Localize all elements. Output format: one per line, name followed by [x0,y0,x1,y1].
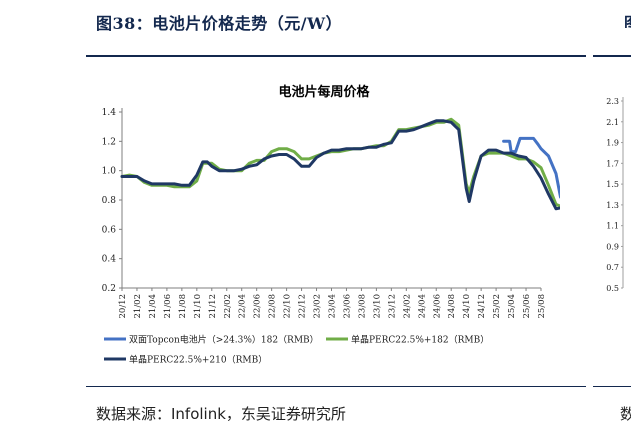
x-tick-label: 21/06 [163,294,173,319]
y-tick-label: 1.2 [102,137,116,147]
x-tick-label: 24/08 [447,294,457,319]
adjacent-y-tick-label: 0.7 [606,263,619,272]
x-tick-label: 25/06 [522,294,532,319]
adjacent-y-tick-label: 1.1 [606,222,619,231]
x-tick-label: 24/10 [462,294,472,319]
y-tick-label: 1.0 [102,167,117,177]
x-tick-label: 24/12 [477,294,487,319]
adjacent-y-axis: 0.5 0.7 0.9 1.1 1.3 1.5 1.7 1.9 2.1 2.3 [606,97,624,293]
x-tick-label: 21/10 [193,294,203,319]
x-tick-label: 23/10 [372,294,382,319]
x-tick-label: 22/12 [298,294,308,319]
series-line-0 [502,136,560,199]
x-tick-label: 22/04 [238,294,248,319]
x-tick-label: 25/04 [507,294,517,319]
x-tick-label: 21/02 [133,294,143,319]
y-tick-label: 0.2 [102,284,116,294]
next-figure-title-fragment: 图 [624,10,631,28]
chart-title: 电池片每周价格 [278,84,370,100]
x-tick-label: 23/06 [342,294,352,319]
next-source-fragment: 数 [620,405,631,423]
x-tick-label: 25/02 [492,294,502,319]
top-rule [86,55,586,57]
adjacent-chart-fragment: 0.5 0.7 0.9 1.1 1.3 1.5 1.7 1.9 2.1 2.3 [606,97,624,293]
series-line-1 [120,117,560,208]
adjacent-y-tick-label: 0.5 [606,284,619,293]
x-tick-label: 23/12 [387,294,397,319]
next-bottom-rule [593,386,631,387]
series-line-2 [120,119,560,211]
x-tick-label: 23/04 [328,294,338,319]
source-note: 数据来源：Infolink，东吴证券研究所 [96,405,346,423]
legend: 双面Topcon电池片（>24.3%）182（RMB） 单晶PERC22.5%+1… [104,334,489,366]
adjacent-y-tick-label: 2.3 [606,97,619,106]
y-axis: 0.2 0.4 0.6 0.8 1.0 1.2 1.4 [102,108,123,294]
legend-label-2: 单晶PERC22.5%+210（RMB） [129,354,267,366]
y-tick-label: 0.4 [102,255,117,265]
x-tick-label: 23/08 [357,294,367,319]
x-tick-label: 22/02 [223,294,233,319]
adjacent-y-tick-label: 1.3 [606,201,619,210]
x-tick-label: 20/12 [118,294,128,319]
x-tick-label: 25/08 [537,294,547,319]
battery-cell-price-chart: 电池片每周价格 0.2 0.4 0.6 0.8 1.0 1.2 1.4 20/12 21/02… [102,84,560,366]
adjacent-y-tick-label: 2.1 [606,118,619,127]
adjacent-y-tick-label: 0.9 [606,242,619,251]
x-tick-label: 24/06 [432,294,442,319]
adjacent-y-tick-label: 1.7 [606,159,619,168]
x-tick-label: 22/06 [253,294,263,319]
x-tick-label: 24/02 [402,294,412,319]
adjacent-y-tick-label: 1.9 [606,139,619,148]
series-lines [120,117,560,211]
figure-title: 图38：电池片价格走势（元/W） [96,14,343,33]
x-tick-label: 22/10 [283,294,293,319]
adjacent-y-tick-label: 1.5 [606,180,619,189]
x-tick-label: 21/08 [178,294,188,319]
y-tick-label: 1.4 [102,108,117,118]
legend-label-0: 双面Topcon电池片（>24.3%）182（RMB） [129,334,319,346]
y-tick-label: 0.8 [102,196,117,206]
x-tick-label: 21/04 [148,294,158,319]
next-top-rule [593,55,631,57]
x-tick-label: 22/08 [268,294,278,319]
x-tick-label: 23/02 [313,294,323,319]
x-tick-label: 24/04 [417,294,427,319]
y-tick-label: 0.6 [102,225,117,235]
x-axis: 20/12 21/02 21/04 21/06 21/08 21/10 21/12 22/02… [118,287,547,319]
x-tick-label: 21/12 [208,294,218,319]
legend-label-1: 单晶PERC22.5%+182（RMB） [351,334,489,346]
bottom-rule [86,386,586,387]
